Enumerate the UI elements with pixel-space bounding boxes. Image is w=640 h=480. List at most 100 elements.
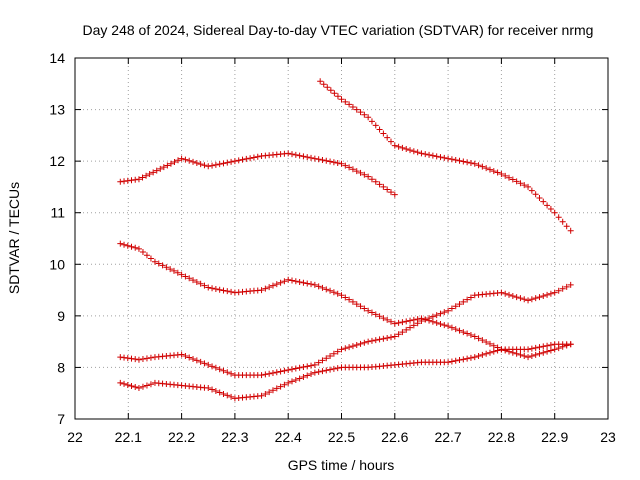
data-point	[205, 361, 212, 368]
data-point	[403, 318, 410, 325]
data-point	[353, 341, 360, 348]
data-point	[338, 346, 345, 353]
data-point	[368, 337, 375, 344]
y-tick-label: 14	[49, 50, 65, 66]
data-point	[300, 279, 307, 286]
data-point	[292, 278, 299, 285]
data-point	[117, 178, 124, 185]
data-point	[361, 171, 368, 178]
data-point	[391, 333, 398, 340]
data-point	[551, 209, 558, 216]
series-satellite-3	[117, 240, 574, 361]
data-point	[135, 245, 142, 252]
data-point	[410, 322, 417, 329]
data-point	[525, 297, 532, 304]
data-point	[498, 289, 505, 296]
data-point	[289, 277, 296, 284]
data-point	[327, 353, 334, 360]
data-point	[281, 367, 288, 374]
data-point	[452, 357, 459, 364]
data-point	[117, 240, 124, 247]
x-tick-label: 22.9	[541, 429, 568, 445]
data-point	[346, 296, 353, 303]
data-point	[205, 284, 212, 291]
data-point	[201, 162, 208, 169]
data-point	[262, 371, 269, 378]
data-point	[407, 147, 414, 154]
data-point	[334, 159, 341, 166]
data-point	[479, 337, 486, 344]
data-point	[391, 191, 398, 198]
data-point	[220, 287, 227, 294]
data-point	[262, 285, 269, 292]
data-point	[190, 355, 197, 362]
data-point	[502, 290, 509, 297]
data-point	[178, 271, 185, 278]
data-point	[334, 365, 341, 372]
data-point	[285, 367, 292, 374]
data-point	[399, 144, 406, 151]
data-point	[559, 285, 566, 292]
data-point	[277, 368, 284, 375]
data-point	[323, 367, 330, 374]
data-point	[384, 134, 391, 141]
data-point	[167, 266, 174, 273]
data-point	[330, 289, 337, 296]
data-point	[399, 319, 406, 326]
data-point	[296, 152, 303, 159]
data-point	[479, 163, 486, 170]
data-point	[346, 344, 353, 351]
data-point	[536, 350, 543, 357]
data-point	[186, 354, 193, 361]
data-point	[330, 159, 337, 166]
data-point	[547, 341, 554, 348]
data-point	[365, 173, 372, 180]
data-point	[368, 118, 375, 125]
data-point	[220, 390, 227, 397]
data-point	[289, 151, 296, 158]
data-point	[330, 350, 337, 357]
data-point	[258, 372, 265, 379]
data-point	[330, 365, 337, 372]
tick-label-layer: 22 22.1 22.2 22.3 22.4 22.5 22.6 22.7 22.8 22.9 23…	[49, 50, 616, 445]
data-point	[357, 109, 364, 116]
data-point	[525, 354, 532, 361]
data-point	[448, 156, 455, 163]
data-point	[494, 169, 501, 176]
data-point	[224, 392, 231, 399]
data-point	[361, 111, 368, 118]
data-point	[132, 244, 139, 251]
data-point	[399, 329, 406, 336]
data-point	[178, 155, 185, 162]
data-point	[212, 364, 219, 371]
data-point	[498, 171, 505, 178]
data-point	[445, 359, 452, 366]
data-point	[448, 324, 455, 331]
data-point	[426, 151, 433, 158]
data-point	[319, 157, 326, 164]
data-point	[456, 157, 463, 164]
data-point	[532, 295, 539, 302]
data-point	[128, 177, 135, 184]
data-point	[372, 122, 379, 129]
data-point	[281, 381, 288, 388]
data-point	[547, 290, 554, 297]
data-point	[258, 287, 265, 294]
data-point	[559, 218, 566, 225]
data-point	[551, 289, 558, 296]
data-point	[124, 242, 131, 249]
data-point	[376, 336, 383, 343]
data-point	[456, 357, 463, 364]
x-tick-label: 22.5	[328, 429, 355, 445]
y-tick-label: 10	[49, 256, 65, 272]
data-point	[269, 282, 276, 289]
data-point	[387, 138, 394, 145]
data-point	[460, 298, 467, 305]
data-point	[292, 376, 299, 383]
data-point	[456, 301, 463, 308]
data-point	[547, 347, 554, 354]
data-point	[315, 283, 322, 290]
data-point	[186, 275, 193, 282]
x-tick-label: 22.7	[434, 429, 461, 445]
